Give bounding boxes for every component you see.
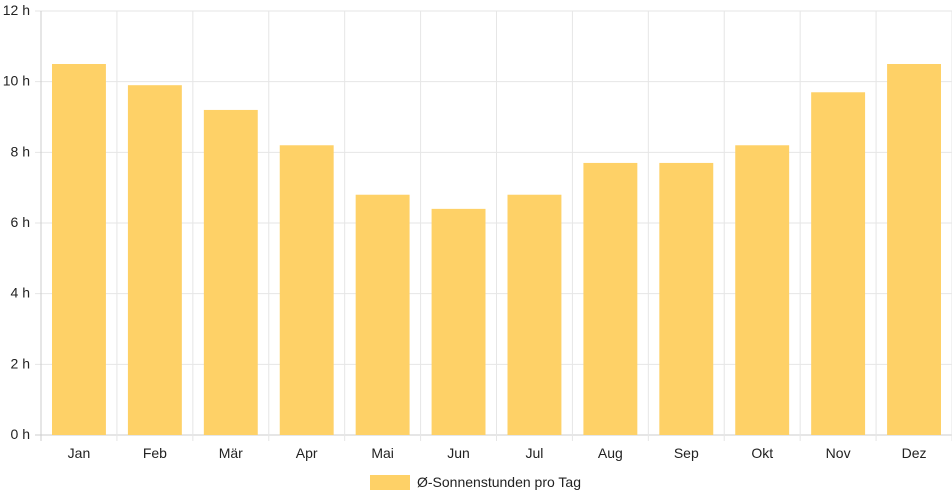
- x-tick-label: Okt: [751, 445, 773, 461]
- y-tick-label: 12 h: [3, 2, 30, 18]
- x-tick-label: Feb: [143, 445, 167, 461]
- y-tick-label: 10 h: [3, 73, 30, 89]
- x-tick-label: Aug: [598, 445, 623, 461]
- legend-swatch[interactable]: [370, 475, 410, 490]
- y-tick-label: 4 h: [11, 285, 30, 301]
- legend-label[interactable]: Ø-Sonnenstunden pro Tag: [417, 474, 581, 490]
- x-tick-label: Jul: [526, 445, 544, 461]
- bar-feb[interactable]: [127, 85, 182, 435]
- bar-apr[interactable]: [279, 145, 334, 435]
- y-tick-label: 6 h: [11, 214, 30, 230]
- bar-sep[interactable]: [659, 162, 714, 435]
- bar-dez[interactable]: [887, 64, 941, 435]
- x-tick-label: Sep: [674, 445, 699, 461]
- x-tick-label: Mär: [219, 445, 243, 461]
- bar-aug[interactable]: [583, 162, 638, 435]
- y-tick-label: 2 h: [11, 355, 30, 371]
- x-tick-label: Mai: [371, 445, 394, 461]
- bar-jul[interactable]: [507, 194, 562, 435]
- bar-okt[interactable]: [735, 145, 790, 435]
- bar-mär[interactable]: [203, 109, 258, 435]
- bar-layer: [52, 64, 941, 436]
- grid-layer: [35, 10, 952, 441]
- bar-nov[interactable]: [811, 92, 866, 436]
- x-tick-label: Jan: [68, 445, 91, 461]
- y-tick-label: 0 h: [11, 426, 30, 442]
- y-tick-label: 8 h: [11, 143, 30, 159]
- x-tick-label: Apr: [296, 445, 318, 461]
- bar-mai[interactable]: [355, 194, 410, 435]
- axis-layer: 0 h 2 h 4 h 6 h 8 h 10 h 12 h Jan Feb Mär Apr Mai Ju…: [3, 2, 927, 461]
- x-tick-label: Nov: [826, 445, 851, 461]
- bar-jan[interactable]: [52, 64, 106, 435]
- bar-jun[interactable]: [431, 208, 486, 435]
- x-tick-label: Dez: [902, 445, 927, 461]
- x-tick-label: Jun: [447, 445, 470, 461]
- legend[interactable]: Ø-Sonnenstunden pro Tag: [370, 474, 581, 490]
